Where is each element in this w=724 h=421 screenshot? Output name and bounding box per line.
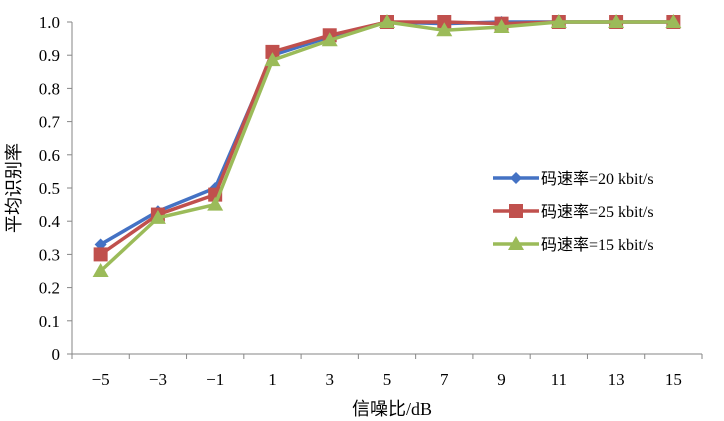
x-tick-label: 1 — [268, 370, 277, 389]
x-tick-label: 11 — [551, 370, 567, 389]
legend-item: 码速率=15 kbit/s — [493, 236, 654, 254]
legend-label: 码速率=25 kbit/s — [541, 203, 654, 221]
x-tick-labels: −5 −3 −1 1 3 5 7 9 11 13 15 — [92, 370, 682, 389]
x-tick-label: 15 — [665, 370, 682, 389]
data-point — [379, 14, 395, 28]
y-tick-label: 0 — [52, 345, 61, 364]
x-tick-label: 13 — [608, 370, 625, 389]
legend-item: 码速率=20 kbit/s — [493, 170, 654, 188]
x-tick-label: 5 — [383, 370, 392, 389]
legend-marker — [509, 204, 523, 218]
legend: 码速率=20 kbit/s 码速率=25 kbit/s 码速率=15 kbit/s — [493, 170, 654, 254]
y-tick-label: 0.1 — [39, 312, 60, 331]
y-tick-label: 0.3 — [39, 245, 60, 264]
x-axis-title: 信噪比/dB — [352, 399, 432, 419]
data-point — [493, 18, 510, 33]
data-point — [207, 196, 224, 211]
y-tick-label: 0.7 — [39, 113, 61, 132]
series-2 — [93, 15, 681, 262]
legend-marker — [510, 172, 522, 184]
y-tick-label: 0.8 — [39, 79, 60, 98]
x-tick-label: 7 — [440, 370, 449, 389]
data-point — [149, 209, 166, 224]
y-tick-label: 1.0 — [39, 13, 60, 32]
x-tick-label: −1 — [206, 370, 224, 389]
legend-item: 码速率=25 kbit/s — [493, 203, 654, 221]
series-layer — [92, 14, 682, 277]
y-tick-labels: 0 0.1 0.2 0.3 0.4 0.5 0.6 0.7 0.8 0.9 1.0 — [39, 13, 61, 364]
y-tick-label: 0.2 — [39, 279, 60, 298]
data-point — [264, 52, 281, 67]
data-point — [665, 14, 682, 28]
data-point — [608, 14, 625, 28]
x-tick-label: −3 — [149, 370, 167, 389]
data-point — [437, 15, 452, 29]
axes — [67, 21, 703, 359]
series-line — [99, 20, 674, 273]
x-tick-label: 3 — [325, 370, 334, 389]
y-tick-label: 0.9 — [39, 46, 60, 65]
data-point — [436, 22, 453, 37]
y-tick-label: 0.4 — [39, 212, 61, 231]
y-tick-label: 0.6 — [39, 146, 60, 165]
y-tick-label: 0.5 — [39, 179, 60, 198]
data-point — [265, 44, 280, 59]
legend-marker — [508, 236, 524, 250]
data-point — [93, 247, 108, 262]
data-point — [321, 32, 338, 47]
data-point — [550, 14, 567, 28]
data-point — [92, 263, 109, 277]
legend-label: 码速率=15 kbit/s — [541, 236, 654, 254]
legend-label: 码速率=20 kbit/s — [541, 170, 654, 188]
series-3 — [92, 14, 682, 277]
x-tick-label: 9 — [497, 370, 506, 389]
x-tick-label: −5 — [92, 370, 110, 389]
y-axis-title: 平均识别率 — [4, 143, 24, 233]
